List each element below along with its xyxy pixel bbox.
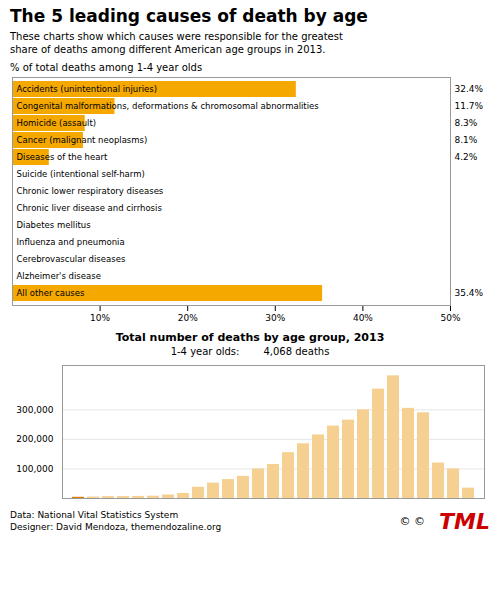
svg-text:All other causes: All other causes xyxy=(17,288,86,298)
svg-text:11.7%: 11.7% xyxy=(455,101,484,111)
svg-text:4.2%: 4.2% xyxy=(455,152,478,162)
svg-text:50%: 50% xyxy=(440,313,460,323)
svg-text:Congenital malformations, defo: Congenital malformations, deformations &… xyxy=(17,101,320,111)
svg-text:8.3%: 8.3% xyxy=(455,118,478,128)
svg-text:200,000: 200,000 xyxy=(16,434,53,444)
html-text:These charts show which causes: These charts show which causes were resp… xyxy=(10,31,343,55)
svg-text:Accidents (unintentional injur: Accidents (unintentional injuries) xyxy=(17,84,158,94)
svg-text:300,000: 300,000 xyxy=(16,405,53,415)
svg-text:Alzheimer's disease: Alzheimer's disease xyxy=(17,271,101,281)
svg-text:Chronic liver disease and cirr: Chronic liver disease and cirrhosis xyxy=(17,203,163,213)
svg-text:100,000: 100,000 xyxy=(16,464,53,474)
html-text:Data: National Vital Statistic: Data: National Vital Statistics System xyxy=(10,510,179,520)
svg-text:30%: 30% xyxy=(265,313,285,323)
html-text:1-4 year olds:: 1-4 year olds: xyxy=(170,346,240,357)
html-text:4,068 deaths: 4,068 deaths xyxy=(263,346,330,357)
svg-text:Diseases of the heart: Diseases of the heart xyxy=(17,152,108,162)
svg-text:Suicide (intentional self-harm: Suicide (intentional self-harm) xyxy=(17,169,145,179)
svg-text:10%: 10% xyxy=(90,313,110,323)
svg-text:Homicide (assault): Homicide (assault) xyxy=(17,118,97,128)
html-text:Designer: David Mendoza, theme: Designer: David Mendoza, themendozaline.… xyxy=(10,522,222,532)
svg-text:Chronic lower respiratory dise: Chronic lower respiratory diseases xyxy=(17,186,164,196)
svg-text:40%: 40% xyxy=(353,313,373,323)
html-text:The 5 leading causes of death: The 5 leading causes of death by age xyxy=(10,6,368,26)
svg-text:Cancer (malignant neoplasms): Cancer (malignant neoplasms) xyxy=(17,135,148,145)
html-text:% of total deaths among 1-4 ye: % of total deaths among 1-4 year olds xyxy=(10,62,203,73)
html-text:TML: TML xyxy=(439,508,490,534)
svg-text:Diabetes mellitus: Diabetes mellitus xyxy=(17,220,92,230)
html-text:Total number of deaths by age: Total number of deaths by age group, 201… xyxy=(115,331,385,344)
svg-text:35.4%: 35.4% xyxy=(455,288,484,298)
svg-text:20%: 20% xyxy=(178,313,198,323)
svg-text:Cerebrovascular diseases: Cerebrovascular diseases xyxy=(17,254,126,264)
svg-text:Influenza and pneumonia: Influenza and pneumonia xyxy=(17,237,125,247)
svg-text:8.1%: 8.1% xyxy=(455,135,478,145)
svg-text:32.4%: 32.4% xyxy=(455,84,484,94)
